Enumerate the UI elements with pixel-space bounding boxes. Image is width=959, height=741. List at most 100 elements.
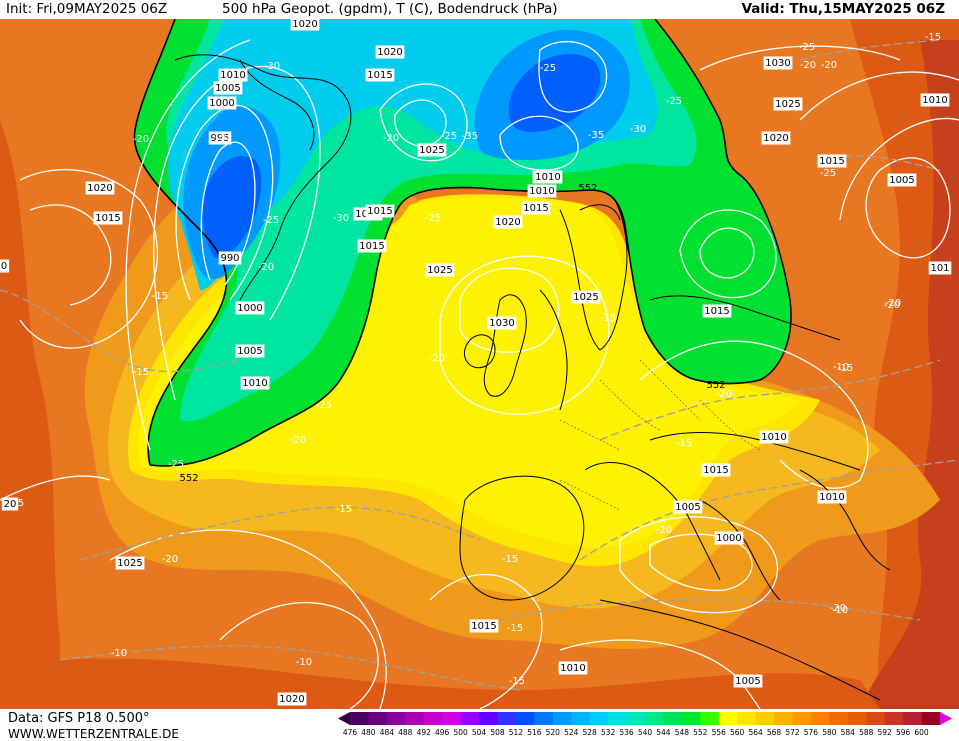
- svg-text:-25: -25: [540, 63, 556, 74]
- colorbar-tick-label: 596: [896, 728, 911, 737]
- isotherm-label: -15: [336, 504, 352, 515]
- isobar-label: 1010: [920, 93, 950, 107]
- svg-text:1010: 1010: [529, 186, 554, 197]
- colorbar-swatch: [829, 712, 849, 725]
- isotherm-label: -25: [799, 42, 815, 53]
- isobar-label: 1005: [235, 344, 265, 358]
- isotherm-label: -15: [925, 32, 941, 43]
- svg-text:20: 20: [4, 499, 17, 510]
- isobar-label: 1015: [365, 204, 395, 218]
- isobar-label: 1030: [487, 316, 517, 330]
- svg-text:-15: -15: [676, 438, 692, 449]
- svg-text:-30: -30: [333, 213, 349, 224]
- colorbar-swatch: [552, 712, 572, 725]
- svg-text:-15: -15: [336, 504, 352, 515]
- isotherm-label: -15: [502, 554, 518, 565]
- svg-text:1015: 1015: [367, 70, 392, 81]
- colorbar-swatch: [571, 712, 591, 725]
- colorbar-arrow-right: [940, 712, 952, 725]
- pressure-labels: 1020102010151010100510009959901000100510…: [85, 19, 950, 706]
- isobar-label: 1005: [733, 674, 763, 688]
- header-bar: Init: Fri,09MAY2025 06Z 500 hPa Geopot. …: [0, 0, 959, 20]
- svg-text:1015: 1015: [703, 465, 728, 476]
- colorbar-tick-label: 512: [509, 728, 524, 737]
- isobar-label: 995: [208, 131, 232, 145]
- svg-text:-20: -20: [716, 389, 732, 400]
- colorbar-swatch: [423, 712, 443, 725]
- svg-text:-20: -20: [800, 60, 816, 71]
- svg-text:-20: -20: [885, 298, 901, 309]
- svg-text:1010: 1010: [761, 432, 786, 443]
- svg-text:-10: -10: [833, 362, 849, 373]
- geopotential-label: 552: [706, 380, 725, 391]
- svg-text:-15: -15: [509, 676, 525, 687]
- svg-text:-25: -25: [425, 213, 441, 224]
- isotherm-label: -20: [162, 554, 178, 565]
- colorbar-tick-label: 564: [748, 728, 763, 737]
- colorbar-swatch: [718, 712, 738, 725]
- colorbar-swatch: [903, 712, 923, 725]
- isotherm-label: -10: [111, 648, 127, 659]
- svg-text:1015: 1015: [819, 156, 844, 167]
- colorbar-swatch: [608, 712, 628, 725]
- colorbar-swatch: [792, 712, 812, 725]
- colorbar-tick-label: 528: [583, 728, 598, 737]
- isobar-label: 1025: [773, 97, 803, 111]
- isotherm-label: -25: [316, 400, 332, 411]
- isotherm-label: -25: [263, 215, 279, 226]
- svg-text:1005: 1005: [889, 175, 914, 186]
- colorbar-swatch: [810, 712, 830, 725]
- colorbar-tick-label: 572: [785, 728, 800, 737]
- isobar-label: 1015: [469, 619, 499, 633]
- isobar-label: 1025: [425, 263, 455, 277]
- svg-text:-20: -20: [884, 300, 900, 311]
- isotherm-label: -20: [290, 435, 306, 446]
- isobar-label: 1020: [85, 181, 115, 195]
- colorbar-swatch: [737, 712, 757, 725]
- svg-text:-20: -20: [133, 134, 149, 145]
- svg-text:1010: 1010: [560, 663, 585, 674]
- edge-label: 20: [1, 497, 19, 511]
- isotherm-label: -25: [441, 131, 457, 142]
- svg-text:101: 101: [930, 263, 949, 274]
- svg-text:-25: -25: [316, 400, 332, 411]
- svg-text:-25: -25: [799, 42, 815, 53]
- svg-text:-20: -20: [656, 525, 672, 536]
- isobar-label: 1010: [759, 430, 789, 444]
- website-link: WWW.WETTERZENTRALE.DE: [8, 727, 179, 741]
- isobar-label: 1015: [521, 201, 551, 215]
- svg-text:-20: -20: [830, 603, 846, 614]
- isobar-label: 1015: [702, 304, 732, 318]
- svg-text:-15: -15: [507, 623, 523, 634]
- colorbar-swatch: [700, 712, 720, 725]
- svg-text:-30: -30: [214, 132, 230, 143]
- svg-text:1030: 1030: [765, 58, 790, 69]
- svg-text:1015: 1015: [95, 213, 120, 224]
- contour-labels: 552 552 552: [179, 183, 725, 484]
- isobar-label: 1005: [673, 500, 703, 514]
- isobar-label: 1020: [493, 215, 523, 229]
- isotherm-label: -30: [630, 124, 646, 135]
- isobar-label: 1010: [218, 68, 248, 82]
- isotherm-label: -25: [425, 213, 441, 224]
- isobar-label: 1015: [365, 68, 395, 82]
- isobar-label: 1000: [207, 96, 237, 110]
- colorbar-tick-label: 592: [878, 728, 893, 737]
- isobar-label: 1010: [527, 184, 557, 198]
- svg-text:1005: 1005: [675, 502, 700, 513]
- isobar-label: 1000: [235, 301, 265, 315]
- blue-core-west: [202, 156, 262, 259]
- footer-bar: Data: GFS P18 0.500° WWW.WETTERZENTRALE.…: [0, 709, 959, 741]
- colorbar-swatch: [350, 712, 369, 725]
- colorbar-swatch: [515, 712, 535, 725]
- svg-text:1020: 1020: [763, 133, 788, 144]
- svg-text:-10: -10: [832, 605, 848, 616]
- colorbar-swatch: [884, 712, 904, 725]
- colorbar-tick-label: 532: [601, 728, 616, 737]
- isotherm-label: -20: [716, 389, 732, 400]
- colorbar-tick-label: 508: [490, 728, 505, 737]
- colorbar-tick-label: 492: [417, 728, 432, 737]
- isotherm-label: -15: [676, 438, 692, 449]
- blue-core-north: [508, 54, 601, 133]
- colorbar-tick-label: 568: [767, 728, 782, 737]
